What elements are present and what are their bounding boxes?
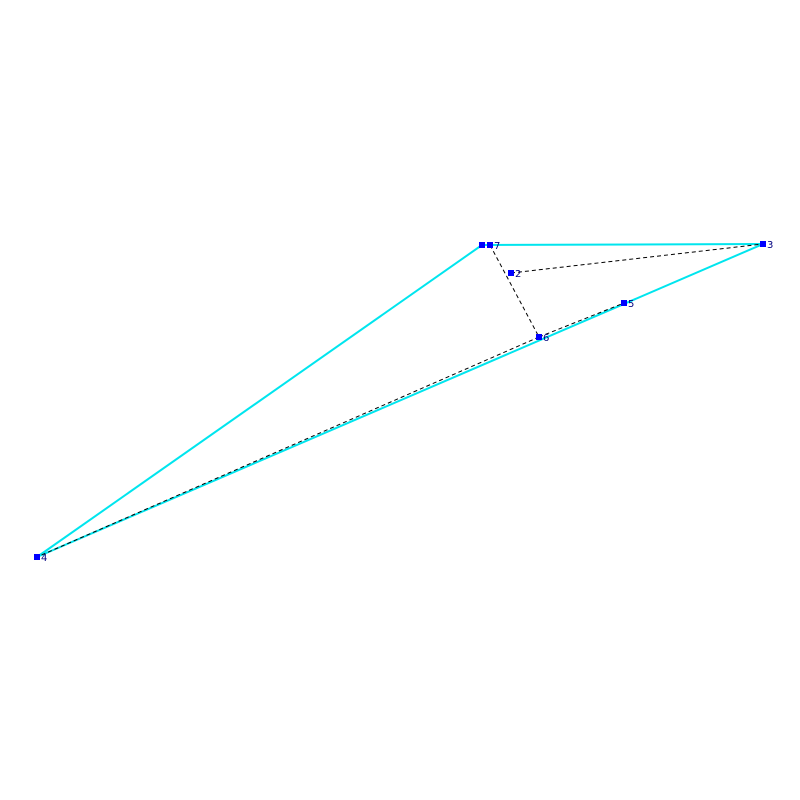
point-label: 2 <box>515 269 521 280</box>
edge <box>36 243 764 558</box>
edge <box>36 244 483 558</box>
point-label: 6 <box>543 333 549 344</box>
edge <box>481 243 764 246</box>
point-label: 3 <box>767 240 773 251</box>
point-label: 4 <box>41 553 47 564</box>
dashed-edge <box>510 243 764 274</box>
point <box>487 242 493 248</box>
nodes: 7 2 3 5 6 4 <box>34 240 773 564</box>
edges <box>36 243 764 558</box>
point-label: 7 <box>494 241 500 252</box>
point <box>34 554 40 560</box>
dashed-edge <box>538 302 625 338</box>
point <box>621 300 627 306</box>
point <box>760 241 766 247</box>
dashed-edge <box>36 336 540 558</box>
point <box>479 242 485 248</box>
point <box>536 334 542 340</box>
point-label: 5 <box>628 299 634 310</box>
point <box>508 270 514 276</box>
dashed-edge <box>489 244 540 338</box>
